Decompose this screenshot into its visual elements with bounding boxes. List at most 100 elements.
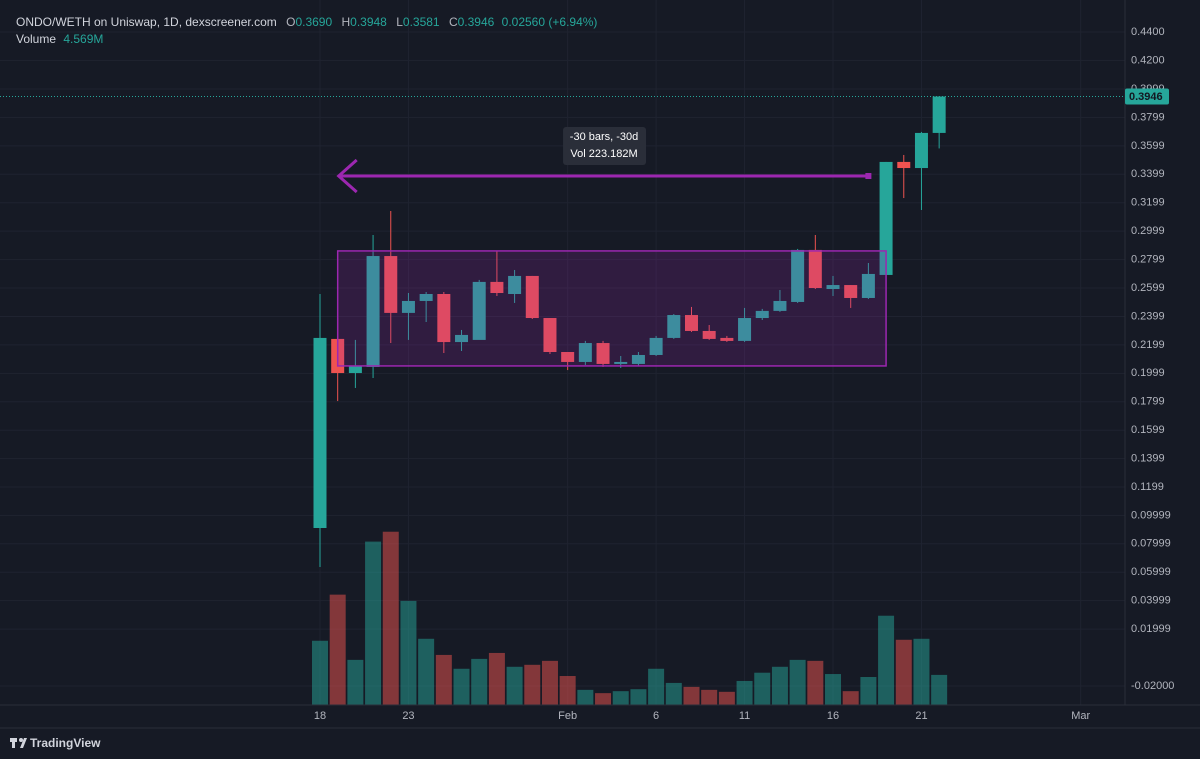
y-tick-label: 0.1599 — [1131, 424, 1165, 436]
x-tick-label: 18 — [314, 710, 326, 722]
volume-bar — [471, 658, 488, 705]
volume-bar — [524, 664, 541, 705]
volume-bar — [895, 639, 912, 705]
candle-body — [879, 161, 893, 275]
candle-body — [791, 249, 805, 302]
x-tick-label: 21 — [915, 710, 927, 722]
y-tick-label: 0.4200 — [1131, 54, 1165, 66]
y-tick-label: 0.2199 — [1131, 339, 1165, 351]
arrow-head — [336, 158, 358, 194]
volume-bar — [347, 659, 364, 705]
last-price-label: 0.3946 — [1129, 91, 1163, 103]
volume-bar — [860, 676, 877, 705]
y-tick-label: 0.1199 — [1131, 481, 1164, 493]
candle-body — [472, 281, 486, 340]
volume-bar — [931, 674, 948, 705]
x-tick-label: 6 — [653, 710, 659, 722]
y-tick-label: 0.1799 — [1131, 396, 1165, 408]
y-tick-label: 0.07999 — [1131, 538, 1171, 550]
y-tick-label: 0.3399 — [1131, 168, 1165, 180]
x-tick-label: Mar — [1071, 710, 1090, 722]
symbol: ONDO/WETH on Uniswap, 1D, dexscreener.co… — [16, 15, 277, 29]
y-tick-label: 0.3199 — [1131, 197, 1165, 209]
volume-bar — [630, 689, 647, 705]
volume-bar — [665, 682, 682, 705]
y-tick-label: 0.3799 — [1131, 111, 1165, 123]
candle-body — [738, 318, 752, 341]
candle-body — [455, 334, 469, 343]
x-tick-label: Feb — [558, 710, 577, 722]
high-value: 0.3948 — [350, 15, 387, 29]
y-tick-label: 0.1399 — [1131, 453, 1165, 465]
volume-bar — [488, 652, 505, 705]
volume-bar — [595, 693, 612, 705]
measure-box — [563, 127, 647, 166]
volume-bar — [435, 654, 452, 705]
volume-bar — [506, 666, 523, 705]
candle-body — [614, 361, 628, 364]
close-value: 0.3946 — [457, 15, 495, 29]
candle-body — [508, 275, 522, 294]
y-tick-label: 0.4400 — [1131, 26, 1165, 38]
volume-bar — [701, 689, 718, 705]
volume-bar — [541, 660, 558, 705]
volume-bar — [577, 689, 594, 705]
change-pct: (+6.94%) — [548, 15, 598, 29]
y-tick-label: 0.05999 — [1131, 566, 1171, 578]
brand-name: TradingView — [30, 736, 101, 750]
volume-bar — [329, 594, 346, 705]
candle-body — [826, 285, 840, 290]
y-tick-label: 0.2399 — [1131, 310, 1165, 322]
volume-bar — [648, 668, 665, 705]
volume-bar — [771, 666, 788, 705]
candle-body — [755, 310, 769, 319]
volume-bar — [453, 668, 470, 705]
candle-body — [667, 315, 681, 338]
candle-body — [561, 352, 575, 362]
candle-body — [366, 256, 380, 367]
y-tick-label: 0.2999 — [1131, 225, 1165, 237]
candle-body — [844, 285, 858, 298]
volume-bar — [754, 672, 771, 705]
open-key: O — [286, 15, 296, 29]
volume-bar — [418, 638, 435, 705]
open-value: 0.3690 — [295, 15, 333, 29]
candle-body — [720, 337, 734, 341]
low-value: 0.3581 — [402, 15, 440, 29]
volume-name: Volume — [16, 32, 57, 46]
high-key: H — [341, 15, 351, 29]
x-tick-label: 16 — [827, 710, 839, 722]
candle-body — [490, 281, 504, 294]
volume-bar — [559, 676, 576, 705]
y-tick-label: 0.03999 — [1131, 595, 1171, 607]
candle-body — [543, 318, 557, 353]
candle-body — [437, 293, 451, 343]
candle-body — [525, 275, 539, 319]
volume-bar — [913, 638, 930, 705]
y-tick-label: 0.09999 — [1131, 509, 1171, 521]
volume-bar — [736, 680, 753, 705]
volume-bar — [789, 659, 806, 705]
candle-body — [313, 337, 327, 529]
candle-body — [914, 132, 928, 169]
x-tick-label: 23 — [402, 710, 414, 722]
candle-body — [596, 343, 610, 364]
volume-bar — [825, 674, 842, 705]
candle-body — [348, 365, 362, 374]
change: 0.02560 — [501, 15, 546, 29]
y-tick-label: 0.01999 — [1131, 623, 1171, 635]
volume-bar — [382, 531, 399, 705]
candle-body — [773, 300, 787, 311]
candle-body — [808, 249, 822, 289]
arrow-handle — [865, 173, 872, 180]
measure-volume: Vol 223.182M — [570, 148, 637, 160]
brand-logo — [10, 738, 27, 748]
close-key: C — [448, 15, 458, 29]
candle-body — [631, 354, 645, 364]
candle-body — [861, 273, 875, 298]
y-tick-label: 0.2599 — [1131, 282, 1165, 294]
low-key: L — [396, 15, 403, 29]
